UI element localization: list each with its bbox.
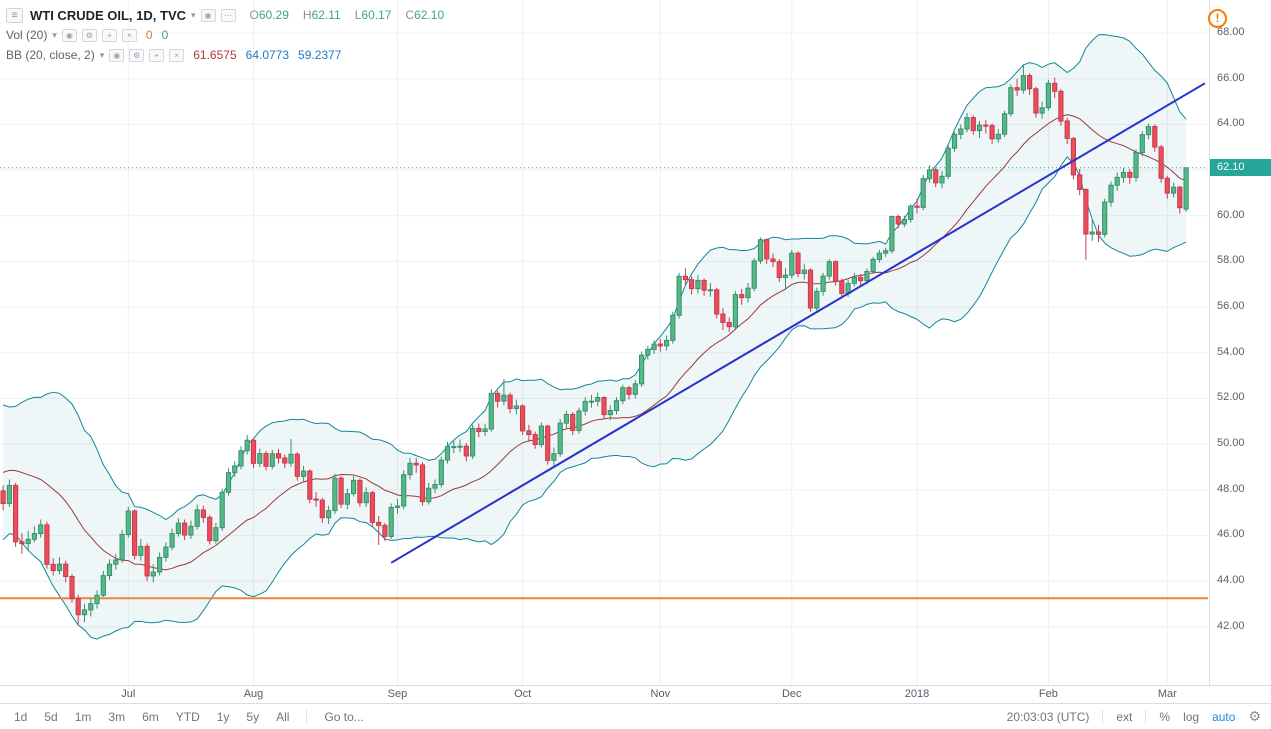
plus-icon[interactable]: +	[149, 48, 165, 62]
time-axis-label: Sep	[387, 688, 408, 700]
toolbar-divider	[306, 710, 308, 723]
burger-menu-icon[interactable]: ≡	[6, 7, 23, 23]
price-axis-label: 54.00	[1217, 345, 1245, 358]
bollinger-bands	[2, 34, 1187, 640]
gear-icon[interactable]: ⚙	[129, 48, 145, 62]
price-axis-label: 52.00	[1217, 391, 1245, 404]
time-axis-label: 2018	[904, 688, 930, 700]
range-1y-button[interactable]: 1y	[216, 709, 230, 724]
price-axis-label: 46.00	[1217, 528, 1245, 541]
eye-icon[interactable]: ◉	[109, 48, 125, 62]
symbol-row: ≡ WTI CRUDE OIL, 1D, TVC ▾ ◉ ⋯ O60.29 H6…	[6, 5, 444, 25]
time-axis-label: Aug	[243, 688, 264, 700]
close-icon[interactable]: ×	[169, 48, 185, 62]
price-axis-label: 66.00	[1217, 71, 1245, 84]
range-all-button[interactable]: All	[276, 709, 290, 724]
chevron-down-icon[interactable]: ▾	[52, 29, 57, 40]
range-5d-button[interactable]: 5d	[44, 709, 58, 724]
time-axis-label: Oct	[514, 688, 532, 700]
time-axis-label: Nov	[650, 688, 671, 700]
price-axis-label: 64.00	[1217, 117, 1245, 130]
extended-hours-button[interactable]: ext	[1116, 709, 1133, 724]
price-axis-label: 44.00	[1217, 574, 1245, 587]
chart-canvas[interactable]	[0, 0, 1208, 685]
range-1d-button[interactable]: 1d	[14, 709, 28, 724]
eye-icon[interactable]: ◉	[61, 28, 77, 42]
range-3m-button[interactable]: 3m	[108, 709, 126, 724]
legend: ≡ WTI CRUDE OIL, 1D, TVC ▾ ◉ ⋯ O60.29 H6…	[6, 5, 444, 65]
open-label: O	[249, 8, 259, 22]
low-value: 60.17	[361, 8, 392, 22]
chevron-down-icon[interactable]: ▾	[99, 49, 105, 60]
open-value: 60.29	[258, 8, 289, 22]
range-ytd-button[interactable]: YTD	[175, 709, 200, 724]
price-axis-label: 56.00	[1217, 300, 1245, 313]
time-axis[interactable]: Jul Aug Sep Oct Nov Dec 2018 Feb Mar	[0, 685, 1271, 703]
price-axis-label: 48.00	[1217, 482, 1245, 495]
clock-utc[interactable]: 20:03:03 (UTC)	[1006, 709, 1090, 724]
price-axis-label: 68.00	[1217, 26, 1245, 39]
chart-pane: 42.00 44.00 46.00 48.00 50.00 52.00 54.00 56.00…	[0, 0, 1271, 685]
settings-gear-icon[interactable]: ⚙	[1248, 708, 1261, 724]
range-5y-button[interactable]: 5y	[246, 709, 260, 724]
close-value: 62.10	[414, 8, 445, 22]
candles	[0, 64, 1189, 626]
bottom-toolbar: 1d 5d 1m 3m 6m YTD 1y 5y All Go to... 20…	[0, 703, 1271, 729]
symbol-title[interactable]: WTI CRUDE OIL, 1D, TVC	[30, 7, 186, 23]
toolbar-right: 20:03:03 (UTC) ext % log auto ⚙	[1007, 708, 1271, 725]
eye-icon[interactable]: ◉	[200, 8, 216, 22]
volume-indicator-row: Vol (20) ▾ ◉ ⚙ + × 0 0	[6, 25, 444, 45]
time-axis-label: Mar	[1157, 688, 1177, 700]
price-axis-label: 50.00	[1217, 437, 1245, 450]
trend-line[interactable]	[390, 82, 1206, 564]
percent-scale-button[interactable]: %	[1159, 709, 1171, 724]
price-axis-label: 58.00	[1217, 254, 1245, 267]
bb-indicator-row: BB (20, close, 2) ▾ ◉ ⚙ + × 61.6575 64.0…	[6, 45, 444, 65]
volume-value: 0	[145, 28, 153, 42]
price-axis-label: 42.00	[1217, 619, 1245, 632]
plus-icon[interactable]: +	[101, 28, 117, 42]
time-axis-label: Jul	[121, 688, 136, 700]
close-label: C	[405, 8, 415, 22]
grid	[0, 0, 1208, 685]
goto-button[interactable]: Go to...	[324, 709, 364, 724]
auto-scale-button[interactable]: auto	[1212, 709, 1236, 724]
bb-indicator-label[interactable]: BB (20, close, 2)	[6, 48, 95, 62]
current-price-badge: 62.10	[1210, 158, 1271, 176]
range-1m-button[interactable]: 1m	[74, 709, 92, 724]
price-axis[interactable]: 42.00 44.00 46.00 48.00 50.00 52.00 54.00 56.00…	[1209, 0, 1271, 685]
range-buttons: 1d 5d 1m 3m 6m YTD 1y 5y All Go to...	[0, 710, 364, 724]
high-label: H	[302, 8, 312, 22]
bb-basis-value: 61.6575	[193, 48, 237, 62]
close-icon[interactable]: ×	[121, 28, 137, 42]
high-value: 62.11	[311, 8, 341, 22]
volume-ma-value: 0	[161, 28, 169, 42]
low-label: L	[354, 8, 362, 22]
gear-icon[interactable]: ⚙	[81, 28, 97, 42]
log-scale-button[interactable]: log	[1183, 709, 1200, 724]
chevron-down-icon[interactable]: ▾	[191, 9, 196, 20]
range-6m-button[interactable]: 6m	[142, 709, 159, 724]
warning-icon[interactable]: !	[1208, 9, 1227, 28]
volume-indicator-label[interactable]: Vol (20)	[6, 28, 48, 42]
price-axis-label: 60.00	[1217, 208, 1245, 221]
bb-upper-value: 64.0773	[245, 48, 290, 62]
more-icon[interactable]: ⋯	[220, 8, 236, 22]
toolbar-divider	[1102, 710, 1104, 723]
time-axis-label: Feb	[1038, 688, 1058, 700]
bb-lower-value: 59.2377	[298, 48, 342, 62]
time-axis-label: Dec	[781, 688, 802, 700]
toolbar-divider	[1145, 710, 1147, 723]
